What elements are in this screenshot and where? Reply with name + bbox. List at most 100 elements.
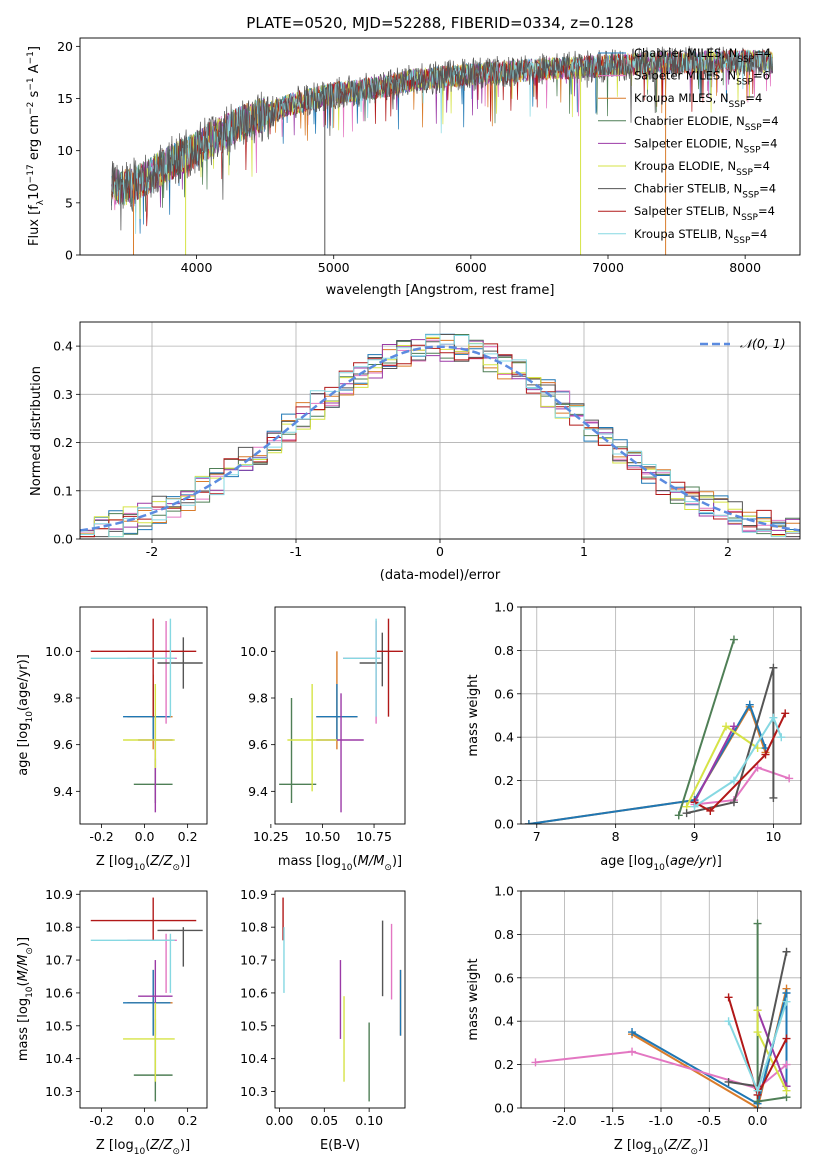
x-axis-label-part: ⊙ (172, 1147, 180, 1157)
y-tick-label: 10.8 (45, 920, 73, 935)
observed-spectrum (111, 45, 773, 231)
x-tick-label: 10.25 (253, 829, 289, 844)
y-tick-label: 0.0 (494, 817, 514, 832)
x-axis-label-part: ⊙ (384, 863, 392, 873)
data-point (628, 1028, 637, 1037)
legend-entry: Salpeter STELIB, NSSP=4 (634, 204, 775, 223)
x-axis-label-part: )] (712, 854, 722, 869)
legend-entry-part: SSP (736, 168, 753, 178)
y-tick-label: 20 (57, 39, 73, 54)
y-tick-label: 0.0 (494, 1101, 514, 1116)
y-tick-label: 15 (57, 91, 73, 106)
series-line (535, 1050, 788, 1090)
y-tick-label: 0.0 (53, 532, 73, 547)
y-tick-label: 10.6 (240, 985, 268, 1000)
legend-entry-part: Kroupa MILES, N (634, 91, 729, 105)
y-axis-label-part: )] (16, 937, 31, 947)
legend-entry-part: Salpeter ELODIE, N (634, 136, 744, 150)
x-axis-label-part: mass [log (278, 854, 341, 869)
y-tick-label: 10.5 (240, 1018, 268, 1033)
legend-entry-part: =4 (758, 204, 775, 218)
y-axis-label-part: Flux [f (27, 205, 42, 246)
plot-area (524, 635, 794, 824)
plot-area (90, 618, 203, 813)
axes-mass-ebv: 0.00 0.05 0.10 10.3 10.4 10.5 10.6 10.7 10.8 10.9… (240, 887, 406, 1153)
legend-entry: Kroupa MILES, NSSP=4 (634, 91, 762, 110)
x-axis-label-part: 10 (134, 1147, 146, 1157)
plot-area (531, 919, 791, 1108)
y-tick-label: 10.4 (240, 1051, 268, 1066)
x-tick-label: 4000 (181, 260, 213, 275)
data-point (785, 774, 794, 783)
axes-residuals: -2 -1 0 1 2 0.0 0.1 0.2 0.3 0.4 𝒩(0, 1) (data-model… (29, 321, 801, 583)
series-line (677, 639, 735, 816)
x-axis-label-part: Z [log (96, 1138, 134, 1153)
x-axis-label: Z [log10(Z/Z⊙)] (614, 1138, 708, 1157)
plot-area (282, 897, 402, 1102)
x-axis-label: Z [log10(Z/Z⊙)] (96, 1138, 190, 1157)
y-tick-label: 0.4 (494, 730, 514, 745)
y-tick-label: 9.4 (248, 784, 268, 799)
x-tick-label: 8000 (729, 260, 761, 275)
histogram-series (80, 343, 800, 538)
x-axis-label-part: Z [log (614, 1138, 652, 1153)
x-axis-label-part: ⊙ (690, 1147, 698, 1157)
x-axis-label-part: ( (145, 1138, 150, 1153)
y-axis-label-part: M/M (16, 955, 31, 982)
y-axis-label: Flux [fλ10−17 erg cm−2 s−1 A−1] (26, 46, 46, 246)
axes-frame (274, 606, 406, 825)
y-tick-label: 0.2 (494, 773, 514, 788)
y-axis-label-part: λ (36, 199, 46, 205)
x-tick-label: 0.2 (178, 829, 198, 844)
legend-entry-part: SSP (736, 78, 753, 88)
y-tick-label: 0.4 (53, 339, 73, 354)
data-point (729, 798, 738, 807)
legend-entry-part: =4 (762, 114, 779, 128)
data-point (682, 809, 691, 818)
plot-area (90, 897, 203, 1102)
legend-entry-part: Chabrier STELIB, N (634, 182, 742, 196)
x-axis-label-part: ( (145, 854, 150, 869)
x-axis-label-part: Z/Z (667, 1138, 691, 1153)
axes-frame (79, 890, 208, 1109)
legend-entry-part: SSP (744, 145, 761, 155)
data-point (729, 635, 738, 644)
x-tick-label: 0.05 (310, 1113, 338, 1128)
x-axis-label: wavelength [Angstrom, rest frame] (326, 283, 555, 298)
series-line (693, 715, 783, 808)
legend-entry-part: =4 (750, 227, 767, 241)
x-tick-label: 0.2 (178, 1113, 198, 1128)
x-tick-label: -2.0 (552, 1113, 576, 1128)
x-tick-label: 7000 (592, 260, 624, 275)
x-tick-label: 2 (724, 544, 732, 559)
data-point (674, 811, 683, 820)
y-tick-label: 10.4 (45, 1051, 73, 1066)
y-axis-label-part: ( (16, 981, 31, 986)
data-point (531, 1058, 540, 1067)
data-point (769, 713, 778, 722)
legend-entry-part: Salpeter MILES, N (634, 69, 736, 83)
legend-entry: Salpeter ELODIE, NSSP=4 (634, 136, 777, 155)
x-tick-label: -1 (290, 544, 302, 559)
legend-entry-part: SSP (729, 100, 746, 110)
y-axis-label-part: −1 (26, 77, 36, 90)
y-tick-label: 0.2 (494, 1057, 514, 1072)
legend-entry-part: SSP (737, 55, 754, 65)
plot-area (279, 618, 403, 813)
legend-entry: Salpeter MILES, NSSP=6 (634, 69, 770, 88)
data-point (777, 733, 786, 742)
x-tick-label: 0.0 (135, 829, 155, 844)
axes-age-mass: 10.25 10.50 10.75 9.4 9.6 9.8 10.0 mass [log10(… (240, 606, 406, 873)
data-point (722, 722, 731, 731)
plot-area (111, 45, 773, 255)
axes-frame (274, 890, 406, 1109)
x-tick-label: 9 (691, 829, 699, 844)
axes-weight-z: -2.0 -1.5 -1.0 -0.5 0.0 0.0 0.2 0.4 0.6 0.8 1.0 mas… (466, 884, 802, 1157)
y-axis-label: Normed distribution (29, 366, 44, 496)
y-axis-label-part: A (27, 64, 42, 77)
legend-entry-part: Kroupa STELIB, N (634, 227, 734, 241)
x-axis-label-part: M/M (358, 854, 385, 869)
